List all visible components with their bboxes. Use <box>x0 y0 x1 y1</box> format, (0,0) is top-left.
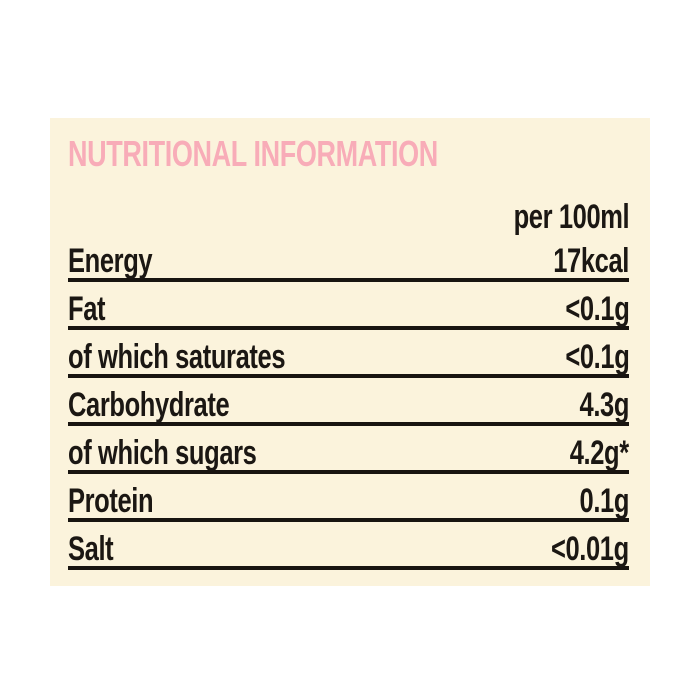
row-value: 4.2g* <box>569 434 629 472</box>
nutrition-table: per 100ml Energy 17kcal Fat <0.1g of whi… <box>68 198 629 570</box>
nutrition-panel: NUTRITIONAL INFORMATION per 100ml Energy… <box>50 118 650 586</box>
row-label: of which saturates <box>68 338 286 376</box>
table-row: Energy 17kcal <box>68 234 629 282</box>
row-value: 17kcal <box>553 242 629 280</box>
row-value: 4.3g <box>579 386 629 424</box>
row-label: Fat <box>68 290 106 328</box>
table-row: Fat <0.1g <box>68 282 629 330</box>
row-value: <0.01g <box>551 530 629 568</box>
panel-title-text: NUTRITIONAL INFORMATION <box>68 133 438 174</box>
row-value: <0.1g <box>564 338 629 376</box>
panel-title: NUTRITIONAL INFORMATION <box>68 136 561 172</box>
table-row: Carbohydrate 4.3g <box>68 378 629 426</box>
table-row: of which saturates <0.1g <box>68 330 629 378</box>
row-label: Salt <box>68 530 114 568</box>
table-row: of which sugars 4.2g* <box>68 426 629 474</box>
row-label: of which sugars <box>68 434 257 472</box>
row-label: Energy <box>68 242 153 280</box>
row-value: <0.1g <box>564 290 629 328</box>
table-row: Salt <0.01g <box>68 522 629 570</box>
row-value: 0.1g <box>579 482 629 520</box>
table-header-row: per 100ml <box>68 198 629 234</box>
row-label: Carbohydrate <box>68 386 230 424</box>
row-label: Protein <box>68 482 154 520</box>
column-header-per-100ml: per 100ml <box>513 198 629 236</box>
rows-container: Energy 17kcal Fat <0.1g of which saturat… <box>68 234 629 570</box>
table-row: Protein 0.1g <box>68 474 629 522</box>
